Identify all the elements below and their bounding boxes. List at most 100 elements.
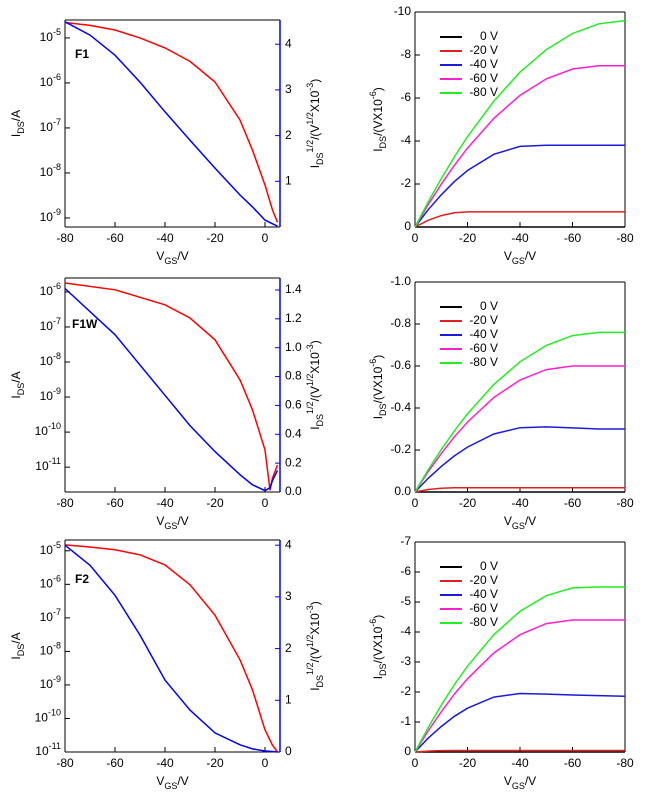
y2-tick-label: 0 <box>285 744 292 758</box>
y-tick-label: -0.6 <box>390 358 411 372</box>
y-axis-label: IDS/A <box>9 110 26 137</box>
y-tick-label: -6 <box>400 90 411 104</box>
y-tick-label: -6 <box>400 564 411 578</box>
y-tick-label: -0.2 <box>390 442 411 456</box>
y-tick-base: 10 <box>40 543 54 557</box>
x-tick-label: -20 <box>206 231 224 245</box>
y-tick-label: -1.0 <box>390 274 411 288</box>
y-axis-label-part: ) <box>371 615 385 619</box>
x-tick-label: -60 <box>564 496 582 510</box>
legend-label: -20 V <box>469 573 498 587</box>
y-tick-base: 10 <box>40 120 54 134</box>
y2-axis-label-part: I <box>308 687 322 690</box>
y-tick-label: -2 <box>400 684 411 698</box>
y-axis-label: IDS/(VX10-6) <box>368 355 388 420</box>
y2-axis-label-part: ) <box>308 340 322 344</box>
y2-axis-label-part: 1/2 <box>305 140 315 153</box>
y-tick-label: 10-8 <box>40 351 61 368</box>
y-tick-exponent: -5 <box>53 540 61 550</box>
y-tick-label: 10-5 <box>40 27 61 44</box>
panel-label: F1W <box>72 317 98 331</box>
y2-axis-label-part: 1/2 <box>305 662 315 675</box>
series-line <box>414 331 625 493</box>
y-axis-label-part: DS <box>16 383 26 396</box>
panel-label: F1 <box>75 47 89 61</box>
y-tick-label: 0.0 <box>394 484 411 498</box>
y-tick-base: 10 <box>40 30 54 44</box>
y2-axis-label-part: X10 <box>308 352 322 374</box>
y2-axis-label-part: DS <box>315 675 325 688</box>
series-line <box>414 586 625 753</box>
y-tick-exponent: -9 <box>53 674 61 684</box>
y-tick-label: 10-7 <box>40 117 61 134</box>
x-axis-label: VGS/V <box>156 249 188 266</box>
y2-tick-label: 1 <box>285 692 292 706</box>
x-axis-label: VGS/V <box>504 514 536 531</box>
y-tick-label: 10-5 <box>40 540 61 557</box>
y-tick-label: -0.4 <box>390 400 411 414</box>
y-tick-label: -4 <box>400 624 411 638</box>
y-tick-exponent: -11 <box>49 457 61 467</box>
y-tick-base: 10 <box>35 424 49 438</box>
x-axis-label-part: V <box>156 774 164 788</box>
x-axis-label: VGS/V <box>504 249 536 266</box>
y-tick-exponent: -6 <box>53 72 61 82</box>
x-axis-label-part: /V <box>525 774 536 788</box>
y2-tick-label: 2 <box>285 128 292 142</box>
y-tick-exponent: -11 <box>49 741 61 751</box>
series-line <box>414 749 625 753</box>
y-axis-label-part: DS <box>16 644 26 657</box>
x-tick-label: -20 <box>459 496 477 510</box>
y-axis-label-part: I <box>371 148 385 151</box>
y-tick-base: 10 <box>40 75 54 89</box>
x-axis-label-part: V <box>504 249 512 263</box>
y-tick-label: 10-11 <box>35 457 61 474</box>
y2-axis-label-part: /(V <box>308 386 322 401</box>
y2-tick-label: 3 <box>285 589 292 603</box>
y-tick-exponent: -8 <box>53 162 61 172</box>
x-tick-label: -20 <box>459 756 477 770</box>
x-tick-label: -80 <box>56 231 74 245</box>
y-axis-label-part: /(VX10 <box>371 626 385 663</box>
y-tick-exponent: -6 <box>53 281 61 291</box>
y-tick-base: 10 <box>40 319 54 333</box>
y-tick-label: 10-10 <box>35 421 61 438</box>
y-tick-label: -4 <box>400 133 411 147</box>
x-tick-label: -20 <box>206 496 224 510</box>
y-tick-label: -0.8 <box>390 316 411 330</box>
x-axis-label-part: /V <box>525 249 536 263</box>
y2-tick-label: 4 <box>285 36 292 50</box>
series-line <box>64 21 279 223</box>
x-tick-label: -80 <box>616 231 634 245</box>
x-tick-label: -60 <box>106 496 124 510</box>
y-tick-exponent: -9 <box>53 207 61 217</box>
x-tick-label: -20 <box>206 756 224 770</box>
y-tick-label: 10-8 <box>40 162 61 179</box>
y-axis-label-part: I <box>371 416 385 419</box>
y-axis-label: IDS/A <box>9 632 26 659</box>
y-tick-label: -7 <box>400 534 411 548</box>
y-tick-label: 10-10 <box>35 708 61 725</box>
y-tick-base: 10 <box>40 644 54 658</box>
y-tick-label: 10-9 <box>40 386 61 403</box>
y-tick-exponent: -10 <box>48 421 61 431</box>
y2-tick-label: 1.4 <box>285 282 302 296</box>
x-tick-label: -40 <box>156 496 174 510</box>
series-line <box>414 144 625 228</box>
y-tick-label: 10-6 <box>40 281 61 298</box>
y-tick-exponent: -6 <box>53 574 61 584</box>
y-tick-exponent: -8 <box>53 351 61 361</box>
y-axis-label-part: -6 <box>368 359 378 367</box>
legend-label: -20 V <box>469 313 498 327</box>
series-line <box>414 619 625 753</box>
series-line <box>414 211 625 228</box>
y-tick-exponent: -7 <box>53 607 61 617</box>
y-tick-base: 10 <box>40 165 54 179</box>
x-tick-label: -40 <box>156 756 174 770</box>
y2-axis-label-part: X10 <box>308 90 322 112</box>
y-axis-label-part: I <box>9 395 23 398</box>
x-tick-label: -20 <box>459 231 477 245</box>
y2-tick-label: 0.8 <box>285 369 302 383</box>
x-axis-label-part: GS <box>512 521 525 531</box>
